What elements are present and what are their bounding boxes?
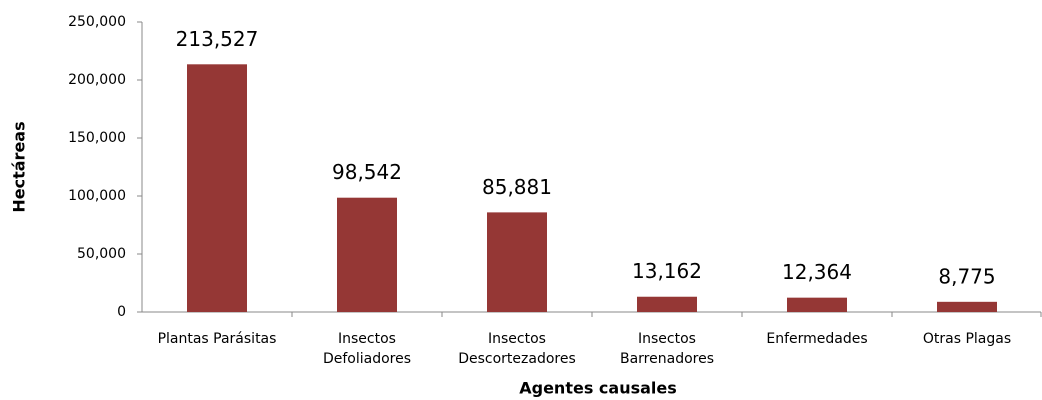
data-label: 8,775: [938, 264, 995, 288]
bar: [487, 212, 547, 312]
x-tick-label: Plantas Parásitas: [158, 331, 277, 347]
y-tick-label: 150,000: [68, 130, 126, 146]
x-tick-label: Insectos: [638, 331, 696, 347]
bar: [937, 301, 997, 312]
x-axis-title: Agentes causales: [519, 379, 677, 398]
x-tick-label: Otras Plagas: [923, 331, 1011, 347]
x-tick-label: Barrenadores: [620, 351, 714, 367]
data-label: 213,527: [176, 27, 259, 51]
y-tick-label: 200,000: [68, 72, 126, 88]
data-label: 98,542: [332, 160, 402, 184]
y-axis-title: Hectáreas: [10, 121, 29, 212]
bar: [787, 297, 847, 312]
y-tick-label: 250,000: [68, 14, 126, 30]
x-tick-label: Enfermedades: [766, 331, 867, 347]
data-label: 13,162: [632, 259, 702, 283]
y-tick-label: 100,000: [68, 188, 126, 204]
bar: [337, 197, 397, 312]
x-tick-label: Defoliadores: [323, 351, 411, 367]
x-tick-label: Descortezadores: [458, 351, 576, 367]
y-tick-label: 0: [117, 304, 126, 320]
data-label: 85,881: [482, 175, 552, 199]
x-tick-label: Insectos: [488, 331, 546, 347]
bar: [187, 64, 247, 312]
x-tick-label: Insectos: [338, 331, 396, 347]
bar: [637, 296, 697, 312]
y-tick-label: 50,000: [77, 246, 126, 262]
data-label: 12,364: [782, 260, 852, 284]
